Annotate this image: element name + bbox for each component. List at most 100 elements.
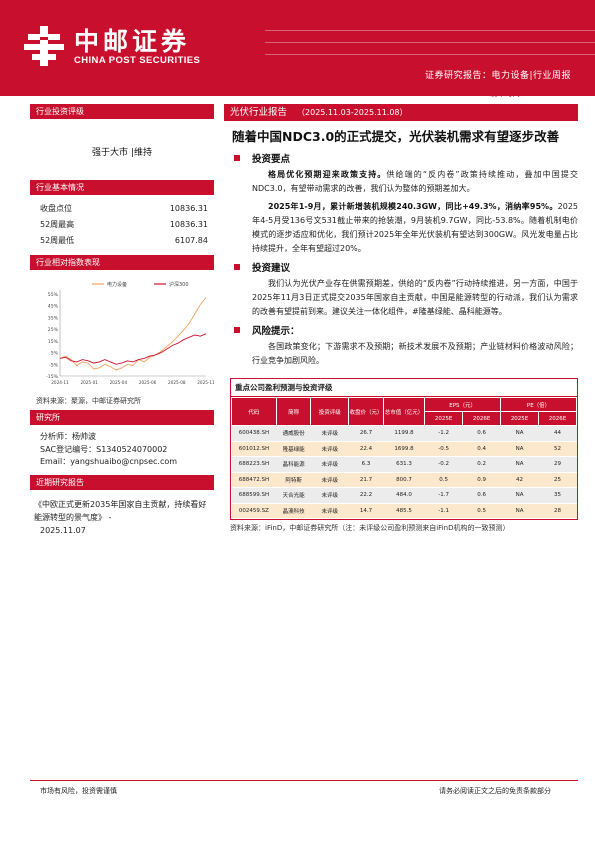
y-tick-label: 45% [48,304,59,310]
col-header: 投资评级 [310,397,350,426]
paragraph-1-lead: 格局优化预期迎来政策支持。 [268,170,387,179]
basic-info-value: 10836.31 [169,220,208,229]
table-cell: 6.3 [348,456,384,473]
table-cell: -0.5 [424,441,463,457]
y-tick-label: -15% [46,374,59,380]
x-tick-label: 2025-01 [80,380,98,385]
header-banner: 中邮证券 CHINA POST SECURITIES 证券研究报告：电力设备|行… [0,0,595,96]
topic-bar: 光伏行业报告 （2025.11.03-2025.11.08） [224,104,578,121]
table-cell: -1.7 [424,487,463,504]
table-row: 601012.SH 隆基绿能 未评级 22.4 1699.8 -0.5 0.4 NA 52 [231,441,577,457]
col-header: 代码 [231,397,277,426]
table-cell: 42 [500,472,539,488]
section-heading-key-points: 投资要点 [234,151,578,165]
y-tick-label: 5% [51,351,59,357]
analyst-email[interactable]: Email：yangshuaibo@cnpsec.com [40,457,178,466]
analyst-sac: SAC登记编号：S1340524070002 [40,444,168,454]
basic-info-value: 6107.84 [174,236,208,245]
section-rating-header: 行业投资评级 [30,104,214,119]
banner-decor-line [265,30,595,31]
table-cell: 未评级 [310,487,349,504]
table-cell: 28 [538,503,577,519]
section-heading-risk: 风险提示： [234,323,578,337]
table-cell: NA [500,487,539,504]
table-cell: 485.5 [383,503,425,519]
report-type: 证券研究报告：电力设备|行业周报 [424,71,571,81]
table-cell: 0.5 [462,503,501,519]
main-content: 光伏行业报告 （2025.11.03-2025.11.08） 随着中国NDC3.0… [224,104,578,534]
section-perf-header: 行业相对指数表现 [30,255,214,270]
paragraph-2-body: 2025年4-5月受136号文531截止带来的抢装潮，9月装机9.7GW，同比-… [252,202,578,253]
banner-decor-line [265,42,595,43]
paragraph-4: 各国政策变化；下游需求不及预期；新技术发展不及预期；产业链材料价格波动风险；行业… [252,342,578,365]
table-row: 600438.SH 通威股份 未评级 26.7 1199.8 -1.2 0.6 NA 44 [231,425,577,442]
table-cell: 0.6 [462,425,501,442]
paragraph-1-body: 供给端的“反内卷”政策持续推动，叠加中国提交NDC3.0，有望带动需求的改善，我… [252,170,578,193]
forecast-table: 代码 简称 投资评级 收盘价（元） 总市值（亿元） EPS（元） PE（倍） 2… [231,397,577,519]
table-cell: 晶科能源 [276,456,311,473]
brand-logo-icon [24,26,64,66]
table-cell: 44 [538,425,577,442]
table-cell: 002459.SZ [231,503,277,519]
footer-disclaimer-note: 请务必阅读正文之后的免责条款部分 [439,787,551,795]
basic-info-label: 收盘点位 [40,204,72,213]
analyst-name: 分析师：杨帅波 [40,432,96,441]
rating-value: 强于大市 |维持 [92,148,152,158]
sub-header: 2025E [424,411,464,426]
col-header: EPS（元） [424,397,502,412]
table-cell: 600438.SH [231,425,277,442]
table-cell: 未评级 [310,472,349,488]
col-header: 总市值（亿元） [382,397,426,426]
bullet-square-icon [234,155,240,161]
table-cell: 阿特斯 [276,472,311,488]
topic-date: （2025.11.03-2025.11.08） [297,108,408,117]
sub-header: 2026E [538,411,577,426]
table-cell: 未评级 [310,503,349,519]
paragraph-3: 我们认为光伏产业存在供需预期差，供给的“反内卷”行动持续推进，另一方面，中国于2… [252,279,578,316]
table-cell: 484.0 [383,487,425,504]
basic-info-label: 52周最高 [40,220,75,229]
left-sidebar: 行业投资评级 强于大市 |维持 行业基本情况 收盘点位 10836.31 52周最高… [30,104,215,535]
table-cell: 未评级 [310,456,349,473]
forecast-table-box: 重点公司盈利预测与投资评级 代码 简称 投资评级 收盘价（元） 总市值（亿元） … [230,378,578,520]
table-cell: 0.5 [424,472,463,488]
table-title: 重点公司盈利预测与投资评级 [231,379,577,397]
bullet-square-icon [234,327,240,333]
paragraph-2: 2025年1-9月，累计新增装机规模240.3GW，同比+49.3%，消纳率95… [224,200,578,256]
recent-report-link[interactable]: 《中欧正式更新2035年国家自主贡献，持续看好能源转型的景气度》 - [34,499,207,522]
series-line-power-equipment [59,297,207,371]
relative-index-chart: 55% 45% 35% 25% 15% 5% -5% -15% 2024-11 2025-01 20… [30,276,215,392]
recent-report-date: 2025.11.07 [40,525,86,535]
brand-name-en: CHINA POST SECURITIES [74,55,201,66]
table-body: 600438.SH 通威股份 未评级 26.7 1199.8 -1.2 0.6 NA 44 601… [231,425,577,519]
table-cell: 0.4 [462,441,501,457]
table-cell: 52 [538,441,577,457]
table-row: 688223.SH 晶科能源 未评级 6.3 631.3 -0.2 0.2 NA 29 [231,456,577,473]
series-line-csi300 [59,333,207,365]
heading-text: 投资要点 [252,154,291,165]
y-tick-label: -5% [49,362,59,368]
table-cell: 通威股份 [276,425,311,442]
table-cell: 35 [538,487,577,504]
x-tick-label: 2024-11 [51,380,69,385]
col-header: 简称 [275,397,312,426]
table-cell: 0.9 [462,472,501,488]
table-cell: NA [500,503,539,519]
table-cell: 1699.8 [383,441,425,457]
y-tick-label: 25% [48,327,59,333]
table-cell: 未评级 [310,425,349,442]
table-cell: 22.4 [348,441,384,457]
topic-label: 光伏行业报告 [230,107,288,118]
table-cell: 688472.SH [231,472,277,488]
table-cell: NA [500,456,539,473]
footer-divider [30,780,578,781]
table-row: 002459.SZ 晶澳科技 未评级 14.7 485.5 -1.1 0.5 NA 28 [231,503,577,519]
sub-header: 2025E [500,411,540,426]
table-cell: 天合光能 [276,487,311,504]
x-tick-label: 2025-08 [168,380,186,385]
table-cell: 隆基绿能 [276,441,311,457]
table-row: 688599.SH 天合光能 未评级 22.2 484.0 -1.7 0.6 NA 35 [231,487,577,504]
section-analyst-header: 研究所 [30,410,214,425]
basic-info-row: 52周最高 10836.31 [30,217,214,233]
sub-header: 2026E [462,411,502,426]
